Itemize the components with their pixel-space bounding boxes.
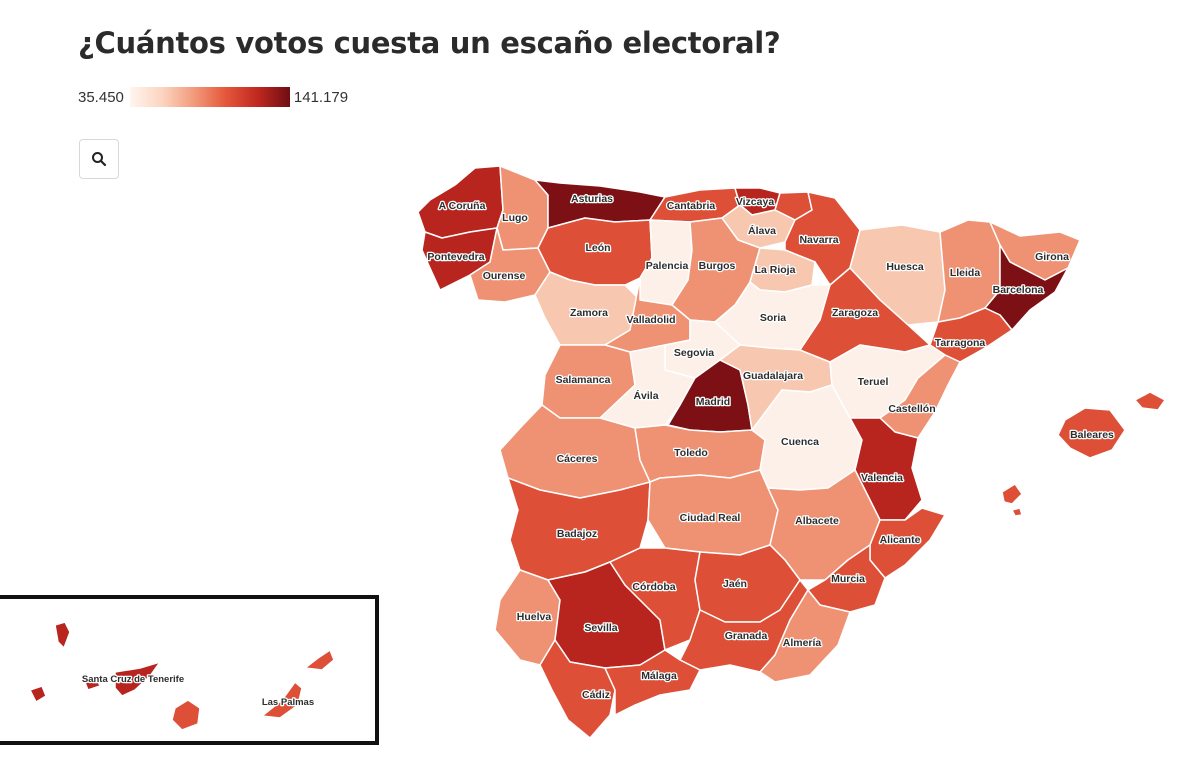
label-jaen: Jaén [723, 578, 747, 590]
province-baleares[interactable] [1001, 391, 1166, 517]
label-toledo: Toledo [674, 447, 708, 459]
province-almeria[interactable] [759, 589, 851, 683]
label-alava: Álava [748, 224, 776, 237]
label-santa-cruz-de-tenerife: Santa Cruz de Tenerife [82, 674, 184, 685]
label-zaragoza: Zaragoza [832, 307, 878, 319]
label-almeria: Almería [783, 637, 822, 649]
label-cantabria: Cantabria [667, 200, 716, 212]
label-guadalajara: Guadalajara [743, 370, 803, 382]
label-las-palmas: Las Palmas [262, 697, 314, 708]
search-icon [92, 152, 107, 167]
label-palencia: Palencia [646, 260, 689, 272]
label-vizcaya: Vizcaya [736, 196, 774, 208]
legend-max-label: 141.179 [293, 88, 349, 106]
label-malaga: Málaga [641, 670, 677, 682]
label-asturias: Asturias [571, 193, 613, 205]
label-soria: Soria [760, 312, 786, 324]
province-leon[interactable] [537, 217, 653, 286]
label-teruel: Teruel [858, 376, 889, 388]
label-girona: Girona [1035, 251, 1069, 263]
page-title: ¿Cuántos votos cuesta un escaño electora… [78, 26, 781, 60]
label-valencia: Valencia [861, 472, 903, 484]
province-barcelona[interactable] [984, 244, 1069, 331]
label-cuenca: Cuenca [781, 436, 819, 448]
label-cadiz: Cádiz [582, 689, 610, 701]
label-valladolid: Valladolid [626, 314, 675, 326]
label-huesca: Huesca [886, 261, 924, 273]
label-castellon: Castellón [888, 403, 935, 415]
province-murcia[interactable] [807, 544, 886, 613]
label-navarra: Navarra [799, 234, 838, 246]
label-granada: Granada [725, 630, 768, 642]
label-baleares: Baleares [1070, 429, 1114, 441]
legend-gradient-bar [129, 87, 290, 107]
province-lugo[interactable] [496, 165, 549, 251]
label-alicante: Alicante [880, 534, 921, 546]
label-badajoz: Badajoz [557, 528, 597, 540]
search-button[interactable] [79, 139, 119, 179]
label-a-coruna: A Coruña [439, 200, 486, 212]
label-leon: León [585, 242, 610, 254]
province-avila[interactable] [599, 344, 696, 429]
color-legend: 35.450 141.179 [78, 86, 348, 108]
label-caceres: Cáceres [557, 453, 598, 465]
province-cadiz[interactable] [539, 639, 616, 739]
label-sevilla: Sevilla [584, 622, 617, 634]
label-avila: Ávila [633, 389, 658, 402]
label-barcelona: Barcelona [993, 284, 1044, 296]
province-santa-cruz-de-tenerife[interactable] [29, 621, 161, 703]
label-burgos: Burgos [699, 260, 736, 272]
legend-min-label: 35.450 [78, 88, 124, 106]
label-tarragona: Tarragona [935, 337, 986, 349]
label-lugo: Lugo [502, 212, 528, 224]
label-la-rioja: La Rioja [755, 264, 796, 276]
label-lleida: Lleida [950, 267, 981, 279]
label-salamanca: Salamanca [556, 374, 611, 386]
label-segovia: Segovia [674, 347, 714, 359]
label-pontevedra: Pontevedra [427, 251, 484, 263]
label-madrid: Madrid [696, 396, 730, 408]
label-murcia: Murcia [831, 573, 865, 585]
label-ourense: Ourense [483, 270, 526, 282]
province-malaga[interactable] [604, 649, 701, 716]
label-cordoba: Córdoba [632, 581, 675, 593]
label-ciudad-real: Ciudad Real [680, 512, 741, 524]
label-huelva: Huelva [517, 611, 552, 623]
province-labels: A Coruña Lugo Pontevedra Ourense Asturia… [81, 192, 1116, 710]
province-las-palmas[interactable] [171, 649, 335, 731]
label-albacete: Albacete [795, 515, 839, 527]
label-zamora: Zamora [570, 307, 608, 319]
